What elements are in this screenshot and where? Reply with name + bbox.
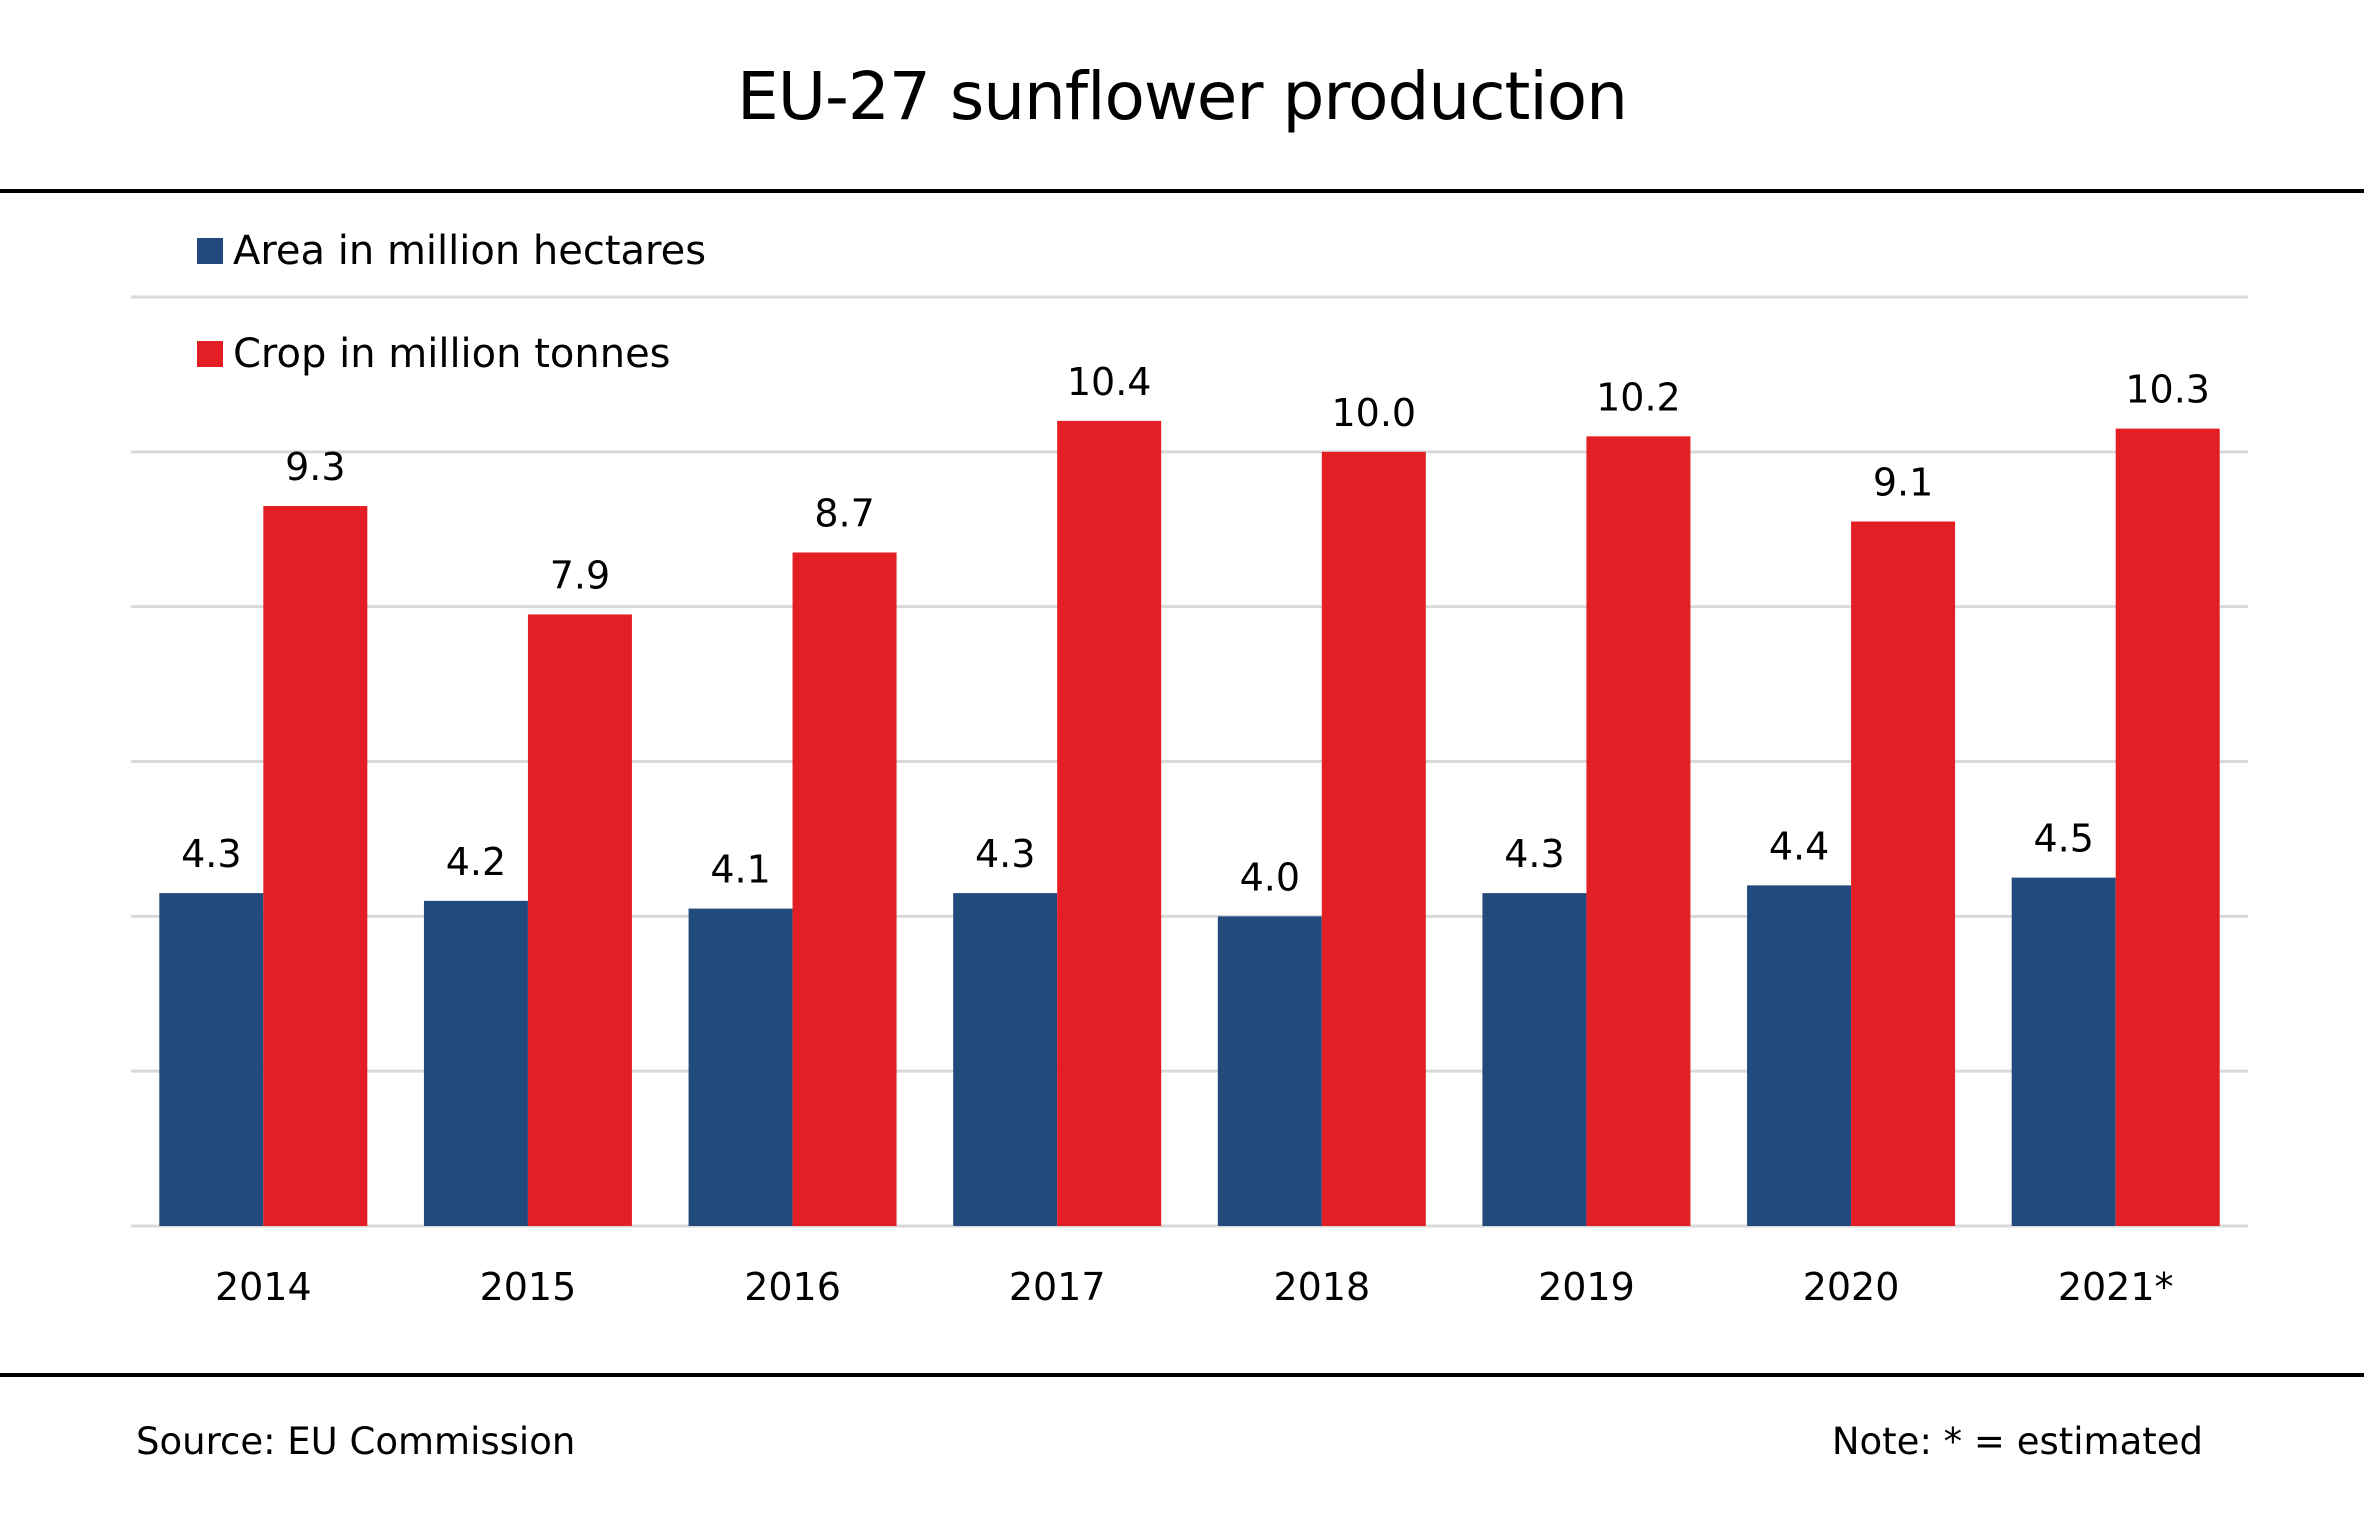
bar-area [159,893,264,1226]
data-label-crop: 9.1 [1873,461,1933,505]
bar-crop [792,552,897,1226]
data-label-area: 4.5 [2033,817,2093,861]
bar-crop [263,506,368,1226]
data-label-area: 4.1 [710,848,770,892]
bar-crop [1586,436,1691,1227]
bar-area [953,893,1058,1226]
bar-crop [527,614,632,1226]
bar-crop [1321,451,1426,1226]
x-tick-label: 2014 [215,1265,312,1309]
data-label-crop: 10.0 [1332,391,1417,435]
data-label-crop: 10.2 [1596,375,1681,419]
legend-swatch-crop [197,341,223,367]
chart-title: EU-27 sunflower production [737,58,1628,135]
x-tick-label: 2021* [2058,1265,2174,1309]
bar-area [423,900,528,1226]
bar-crop [2115,428,2220,1226]
bar-area [2011,877,2116,1226]
legend-item-area: Area in million hectares [197,228,706,274]
x-tick-label: 2020 [1803,1265,1900,1309]
data-label-area: 4.3 [181,832,241,876]
legend-item-crop: Crop in million tonnes [197,331,671,377]
data-label-area: 4.3 [1504,832,1564,876]
x-tick-label: 2019 [1538,1265,1635,1309]
estimate-note: Note: * = estimated [1831,1420,2203,1463]
bar-area [1747,885,1852,1226]
x-tick-label: 2016 [744,1265,841,1309]
legend-swatch-area [197,238,223,264]
x-tick-label: 2018 [1273,1265,1370,1309]
data-label-area: 4.3 [975,832,1035,876]
source-note: Source: EU Commission [136,1420,576,1463]
data-label-crop: 10.4 [1067,360,1152,404]
data-label-area: 4.0 [1240,855,1300,899]
legend-label-crop: Crop in million tonnes [233,331,671,377]
bar-area [688,908,793,1226]
data-label-crop: 9.3 [285,445,345,489]
x-tick-label: 2017 [1009,1265,1106,1309]
data-label-area: 4.2 [446,840,506,884]
top-divider [0,189,2364,193]
data-label-crop: 8.7 [814,491,874,535]
bottom-divider [0,1373,2364,1377]
x-tick-label: 2015 [480,1265,577,1309]
data-label-crop: 7.9 [550,553,610,597]
bar-area [1217,916,1322,1226]
bar-area [1482,893,1587,1226]
data-label-area: 4.4 [1769,824,1829,868]
bar-crop [1057,420,1162,1226]
legend-label-area: Area in million hectares [233,228,707,274]
bar-crop [1851,521,1956,1226]
data-label-crop: 10.3 [2125,368,2210,412]
